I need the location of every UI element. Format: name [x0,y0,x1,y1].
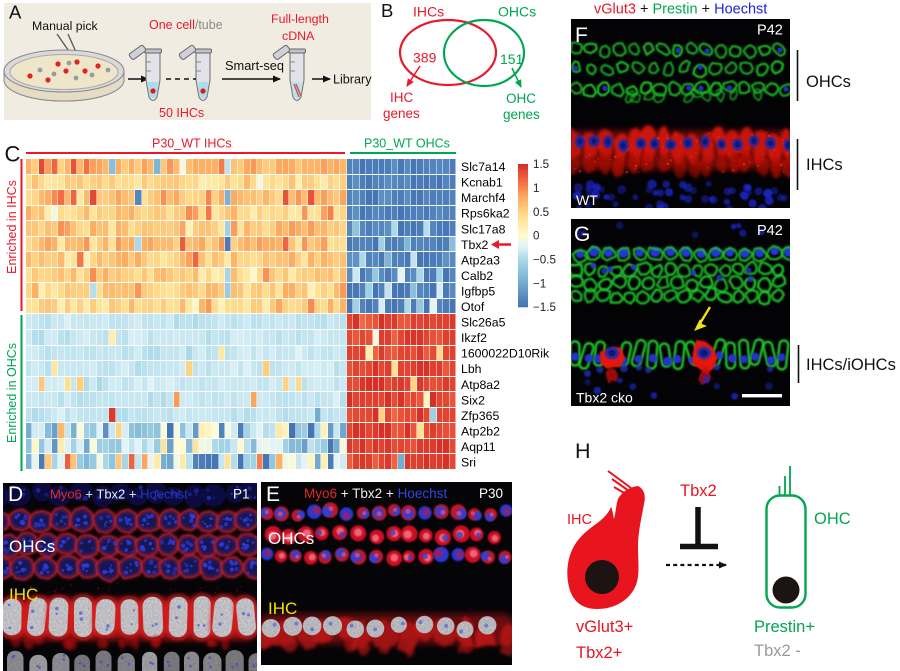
svg-text:Otof: Otof [461,300,485,314]
svg-text:151: 151 [500,51,524,67]
svg-text:OHCs: OHCs [268,529,314,548]
svg-text:Kcnab1: Kcnab1 [461,176,503,190]
svg-text:P42: P42 [757,223,783,239]
svg-text:IHC: IHC [268,599,297,618]
svg-text:Enriched in OHCs: Enriched in OHCs [5,343,19,443]
svg-text:IHC: IHC [390,90,414,105]
svg-text:Library: Library [333,73,372,87]
svg-text:OHCs: OHCs [806,73,851,91]
svg-text:Slc17a8: Slc17a8 [461,222,506,236]
svg-text:Full-length: Full-length [271,12,329,26]
svg-text:Tbx2 -: Tbx2 - [754,642,801,660]
svg-text:E: E [266,483,280,506]
svg-text:IHCs: IHCs [413,4,444,20]
svg-text:Manual pick: Manual pick [32,19,98,33]
svg-text:vGlut3 + Prestin + Hoechst: vGlut3 + Prestin + Hoechst [594,2,767,18]
svg-text:OHCs: OHCs [9,537,55,556]
svg-text:genes: genes [503,107,540,122]
svg-text:Atp2a3: Atp2a3 [461,253,500,267]
svg-text:Atp2b2: Atp2b2 [461,424,500,438]
svg-text:IHCs/iOHCs: IHCs/iOHCs [806,356,896,374]
svg-text:B: B [381,0,393,21]
svg-text:−1: −1 [533,277,546,290]
svg-text:Ikzf2: Ikzf2 [461,331,487,345]
svg-text:Tbx2: Tbx2 [461,238,488,252]
svg-text:Tbx2+: Tbx2+ [576,644,622,662]
svg-text:WT: WT [576,192,598,208]
svg-text:genes: genes [383,106,420,121]
svg-text:−0.5: −0.5 [533,254,556,267]
svg-text:Zfp365: Zfp365 [461,409,499,423]
svg-text:IHCs: IHCs [806,156,843,174]
svg-text:vGlut3+: vGlut3+ [576,618,633,636]
svg-text:Lbh: Lbh [461,362,482,376]
svg-text:50 IHCs: 50 IHCs [159,106,204,120]
svg-text:Atp8a2: Atp8a2 [461,378,500,392]
svg-text:A: A [9,2,22,23]
svg-text:Slc26a5: Slc26a5 [461,316,506,330]
svg-text:1600022D10Rik: 1600022D10Rik [461,347,550,361]
svg-text:Igfbp5: Igfbp5 [461,285,495,299]
svg-text:OHC: OHC [506,91,536,106]
svg-text:P1: P1 [233,487,250,502]
svg-text:Myo6 + Tbx2 + Hoechst: Myo6 + Tbx2 + Hoechst [50,487,188,502]
svg-text:Tbx2 cko: Tbx2 cko [576,390,633,406]
svg-text:Myo6 + Tbx2 + Hoechst: Myo6 + Tbx2 + Hoechst [304,486,447,501]
svg-text:OHCs: OHCs [498,4,536,20]
svg-text:Smart-seq: Smart-seq [225,58,284,73]
svg-text:P30_WT IHCs: P30_WT IHCs [152,137,232,151]
svg-text:P30: P30 [479,486,503,501]
svg-text:389: 389 [413,50,437,66]
svg-text:−1.5: −1.5 [533,301,556,314]
svg-text:P42: P42 [757,23,783,39]
svg-text:F: F [575,24,588,47]
svg-text:cDNA: cDNA [282,29,315,43]
svg-text:Prestin+: Prestin+ [754,618,815,636]
svg-text:OHC: OHC [814,510,851,528]
svg-text:Sri: Sri [461,456,476,470]
svg-text:1.5: 1.5 [533,158,549,171]
svg-text:D: D [8,483,23,506]
svg-text:Tbx2: Tbx2 [680,482,717,500]
svg-text:Enriched in IHCs: Enriched in IHCs [5,180,19,274]
svg-text:P30_WT OHCs: P30_WT OHCs [364,137,450,151]
svg-text:IHC: IHC [567,512,592,528]
svg-text:Rps6ka2: Rps6ka2 [461,207,510,221]
svg-text:One cell/tube: One cell/tube [149,18,223,32]
svg-text:C: C [5,142,21,167]
svg-text:H: H [575,439,591,463]
svg-text:1: 1 [533,182,539,195]
svg-text:Calb2: Calb2 [461,269,493,283]
svg-text:0: 0 [533,230,539,243]
svg-text:Marchf4: Marchf4 [461,191,506,205]
svg-text:Six2: Six2 [461,393,485,407]
svg-text:Slc7a14: Slc7a14 [461,160,506,174]
svg-text:IHC: IHC [9,585,38,604]
svg-text:G: G [574,223,590,246]
svg-text:0.5: 0.5 [533,206,549,219]
svg-text:Aqp11: Aqp11 [461,440,496,454]
